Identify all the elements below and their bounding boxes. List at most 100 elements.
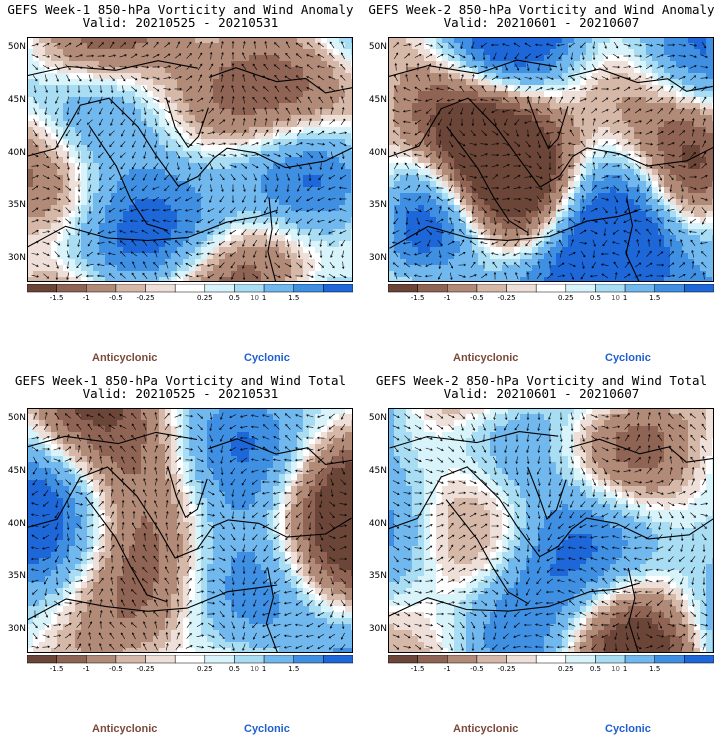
colorbar-swatch bbox=[27, 284, 57, 293]
vorticity-map bbox=[27, 37, 353, 282]
colorbar-tick-label: 1.5 bbox=[649, 665, 661, 673]
latitude-label: 35N bbox=[368, 571, 387, 581]
colorbar-tick-label: -0.25 bbox=[136, 294, 155, 302]
colorbar-swatch bbox=[204, 655, 235, 664]
latitude-label: 40N bbox=[368, 148, 387, 158]
legend-cyclonic: Cyclonic bbox=[605, 723, 651, 735]
panel-title: GEFS Week-1 850-hPa Vorticity and Wind T… bbox=[14, 373, 347, 388]
colorbar-swatch bbox=[174, 284, 206, 293]
latitude-label: 30N bbox=[368, 624, 387, 634]
colorbar-swatch bbox=[323, 284, 353, 293]
colorbar-tick-label: 1 bbox=[622, 665, 628, 673]
colorbar-tick-label: -0.5 bbox=[109, 294, 123, 302]
vorticity-map bbox=[388, 37, 714, 282]
legend-anticyclonic: Anticyclonic bbox=[453, 352, 519, 364]
latitude-label: 35N bbox=[7, 200, 26, 210]
colorbar-unit-label: 10 bbox=[250, 665, 259, 673]
colorbar-swatch bbox=[535, 284, 567, 293]
chart-panel: GEFS Week-1 850-hPa Vorticity and Wind T… bbox=[0, 371, 361, 742]
colorbar-unit-label: 10 bbox=[611, 294, 620, 302]
colorbar-tick-label: 0.25 bbox=[558, 665, 574, 673]
colorbar-swatch bbox=[56, 284, 87, 293]
panel-valid-dates: Valid: 20210525 - 20210531 bbox=[82, 15, 279, 30]
chart-panel: GEFS Week-2 850-hPa Vorticity and Wind T… bbox=[361, 371, 722, 742]
chart-panel: GEFS Week-2 850-hPa Vorticity and Wind A… bbox=[361, 0, 722, 371]
vorticity-map bbox=[27, 408, 353, 653]
legend-anticyclonic: Anticyclonic bbox=[92, 352, 158, 364]
colorbar-swatch bbox=[323, 655, 353, 664]
colorbar bbox=[388, 655, 714, 664]
colorbar-swatch bbox=[174, 655, 206, 664]
colorbar-tick-label: 0.5 bbox=[589, 294, 602, 302]
colorbar-swatch bbox=[234, 284, 265, 293]
legend-cyclonic: Cyclonic bbox=[605, 352, 651, 364]
colorbar-tick-label: -0.25 bbox=[497, 665, 516, 673]
colorbar-swatch bbox=[595, 655, 626, 664]
colorbar-tick-label: 0.5 bbox=[228, 294, 241, 302]
colorbar bbox=[388, 284, 714, 293]
colorbar-swatch bbox=[684, 655, 714, 664]
colorbar-tick-label: 1.5 bbox=[288, 294, 300, 302]
colorbar-tick-label: 1.5 bbox=[649, 294, 661, 302]
colorbar-swatch bbox=[56, 655, 87, 664]
legend-anticyclonic: Anticyclonic bbox=[453, 723, 519, 735]
colorbar-swatch bbox=[263, 655, 294, 664]
latitude-label: 40N bbox=[368, 519, 387, 529]
colorbar-swatch bbox=[565, 655, 596, 664]
latitude-label: 45N bbox=[368, 466, 387, 476]
latitude-label: 35N bbox=[7, 571, 26, 581]
colorbar-tick-label: 0.25 bbox=[197, 665, 213, 673]
colorbar-swatch bbox=[204, 284, 235, 293]
colorbar-swatch bbox=[624, 655, 655, 664]
colorbar-tick-label: -0.5 bbox=[109, 665, 123, 673]
colorbar-unit-label: 10 bbox=[611, 665, 620, 673]
latitude-label: 45N bbox=[368, 95, 387, 105]
colorbar-tick-label: -0.5 bbox=[470, 665, 484, 673]
panel-title: GEFS Week-2 850-hPa Vorticity and Wind T… bbox=[375, 373, 708, 388]
latitude-label: 30N bbox=[368, 253, 387, 263]
colorbar-tick-label: -1 bbox=[443, 294, 451, 302]
colorbar-swatch bbox=[234, 655, 265, 664]
latitude-label: 45N bbox=[7, 95, 26, 105]
colorbar-tick-label: -1 bbox=[82, 294, 90, 302]
colorbar-swatch bbox=[293, 655, 324, 664]
latitude-label: 50N bbox=[368, 413, 387, 423]
latitude-label: 45N bbox=[7, 466, 26, 476]
panel-valid-dates: Valid: 20210601 - 20210607 bbox=[443, 15, 640, 30]
colorbar bbox=[27, 655, 353, 664]
latitude-label: 35N bbox=[368, 200, 387, 210]
colorbar-swatch bbox=[447, 284, 478, 293]
vorticity-map bbox=[388, 408, 714, 653]
panel-valid-dates: Valid: 20210525 - 20210531 bbox=[82, 386, 279, 401]
legend-anticyclonic: Anticyclonic bbox=[92, 723, 158, 735]
colorbar-tick-label: 1 bbox=[261, 665, 267, 673]
colorbar-tick-label: 0.25 bbox=[558, 294, 574, 302]
latitude-label: 40N bbox=[7, 148, 26, 158]
colorbar-swatch bbox=[417, 655, 448, 664]
colorbar-swatch bbox=[476, 284, 507, 293]
colorbar-swatch bbox=[476, 655, 507, 664]
colorbar-swatch bbox=[115, 284, 146, 293]
colorbar bbox=[27, 284, 353, 293]
colorbar-tick-label: 0.5 bbox=[589, 665, 602, 673]
colorbar-swatch bbox=[145, 284, 176, 293]
panel-valid-dates: Valid: 20210601 - 20210607 bbox=[443, 386, 640, 401]
colorbar-tick-label: -1.5 bbox=[49, 665, 64, 673]
colorbar-swatch bbox=[417, 284, 448, 293]
colorbar-tick-label: -1 bbox=[82, 665, 90, 673]
colorbar-swatch bbox=[388, 655, 418, 664]
colorbar-swatch bbox=[86, 655, 117, 664]
colorbar-swatch bbox=[388, 284, 418, 293]
colorbar-tick-label: 1.5 bbox=[288, 665, 300, 673]
colorbar-swatch bbox=[654, 655, 685, 664]
panel-title: GEFS Week-1 850-hPa Vorticity and Wind A… bbox=[7, 2, 354, 17]
colorbar-swatch bbox=[565, 284, 596, 293]
colorbar-swatch bbox=[595, 284, 626, 293]
latitude-label: 40N bbox=[7, 519, 26, 529]
colorbar-tick-label: -0.5 bbox=[470, 294, 484, 302]
latitude-label: 50N bbox=[368, 42, 387, 52]
legend-cyclonic: Cyclonic bbox=[244, 352, 290, 364]
colorbar-swatch bbox=[145, 655, 176, 664]
colorbar-swatch bbox=[684, 284, 714, 293]
legend-cyclonic: Cyclonic bbox=[244, 723, 290, 735]
